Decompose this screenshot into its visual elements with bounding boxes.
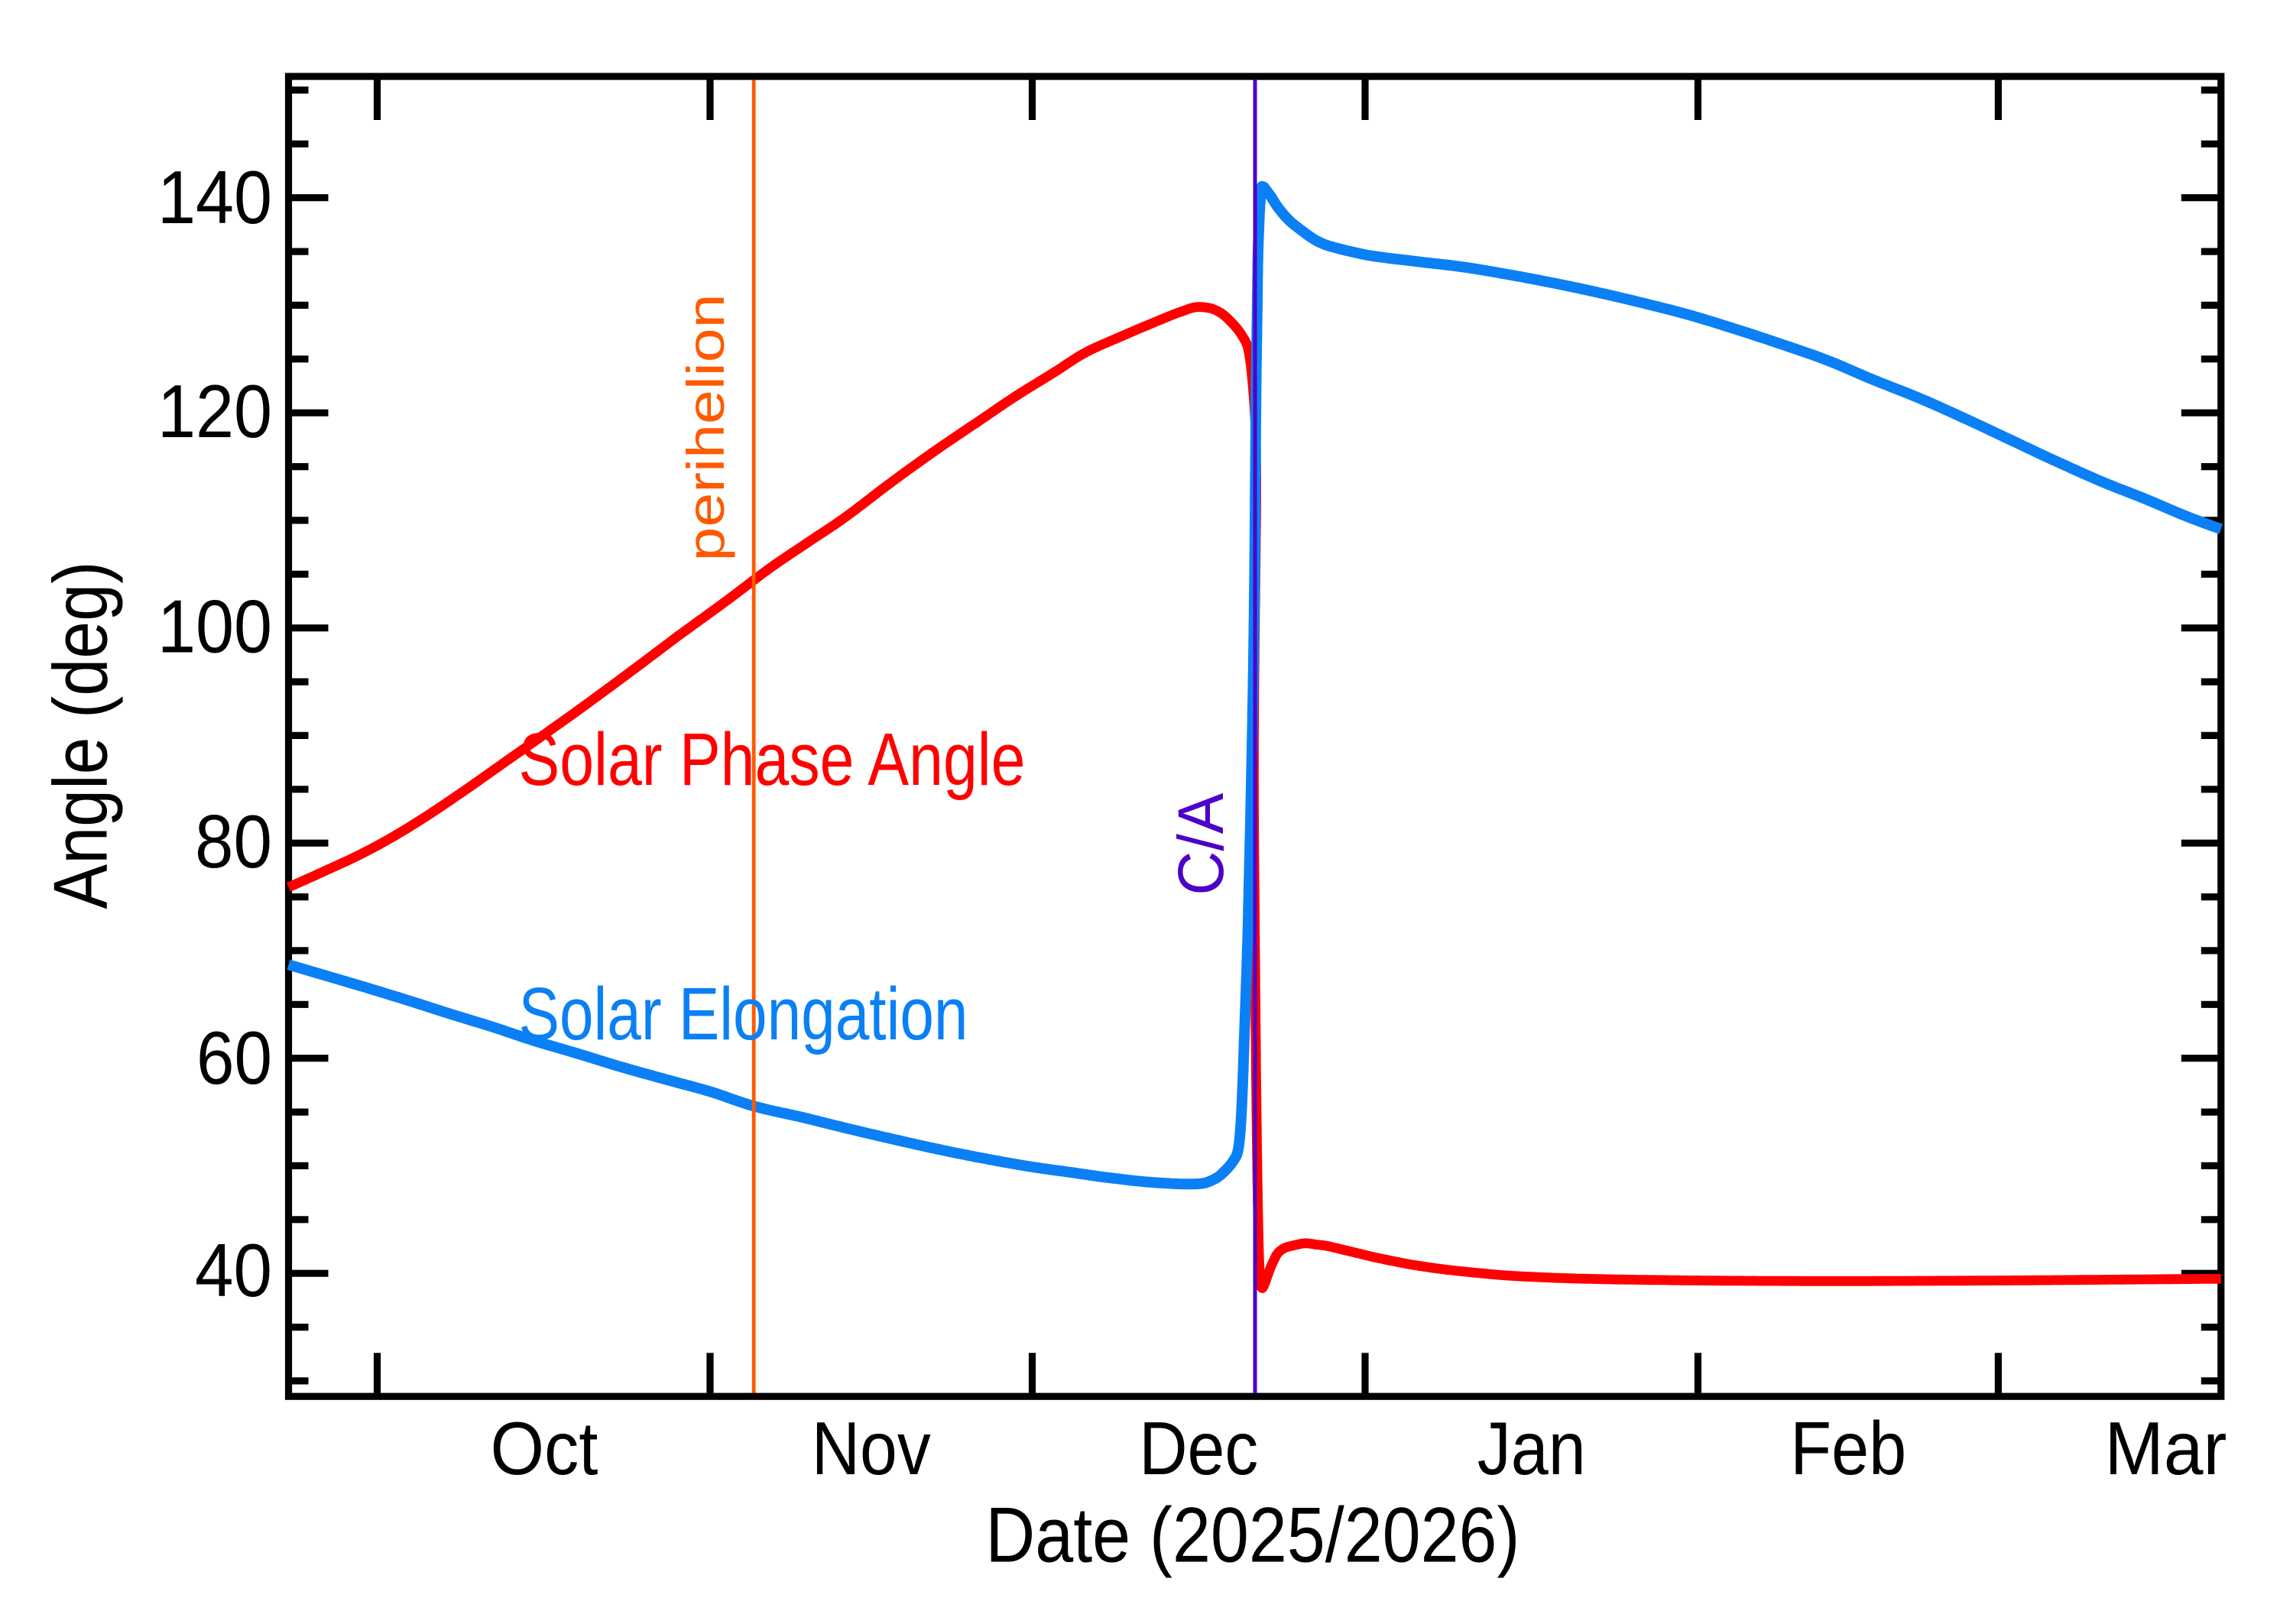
svg-text:Date (2025/2026): Date (2025/2026)	[985, 1492, 1519, 1579]
svg-text:Solar Elongation: Solar Elongation	[519, 972, 968, 1055]
svg-text:Oct: Oct	[491, 1406, 598, 1490]
svg-text:C/A: C/A	[1165, 793, 1237, 896]
svg-text:Solar Phase Angle: Solar Phase Angle	[519, 718, 1026, 801]
svg-text:80: 80	[195, 799, 272, 883]
svg-text:60: 60	[196, 1016, 272, 1100]
svg-text:Feb: Feb	[1790, 1406, 1906, 1490]
svg-text:Mar: Mar	[2105, 1406, 2227, 1490]
svg-text:Angle (deg): Angle (deg)	[38, 562, 124, 909]
svg-text:Jan: Jan	[1477, 1406, 1586, 1490]
svg-text:140: 140	[157, 155, 272, 239]
svg-text:40: 40	[195, 1228, 272, 1312]
svg-text:120: 120	[157, 369, 272, 453]
svg-text:100: 100	[157, 585, 272, 669]
svg-text:perihelion: perihelion	[676, 294, 735, 562]
svg-text:Nov: Nov	[812, 1406, 931, 1490]
svg-text:Dec: Dec	[1139, 1406, 1258, 1490]
